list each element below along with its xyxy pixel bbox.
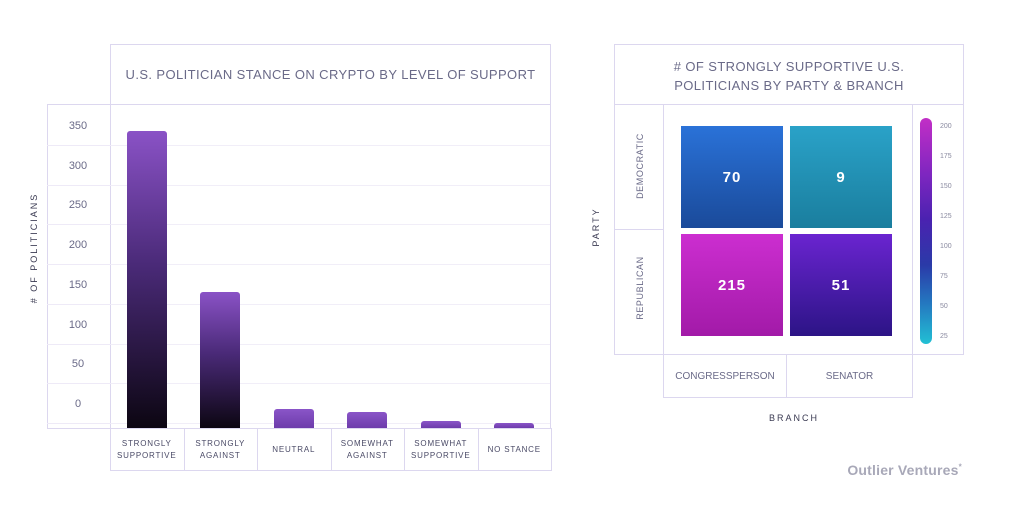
y-tick-mark — [47, 343, 111, 345]
colorbar-tick-label: 50 — [940, 303, 948, 310]
y-tick-label: 50 — [71, 358, 85, 371]
y-tick-mark — [47, 303, 111, 305]
y-tick-mark — [47, 264, 111, 266]
column-label: SENATOR — [825, 370, 874, 382]
row-label: REPUBLICAN — [635, 256, 645, 320]
y-tick-label: 100 — [68, 318, 88, 331]
y-tick-mark — [47, 383, 111, 385]
x-category-cell — [477, 428, 552, 471]
bar — [347, 412, 388, 428]
colorbar-tick-label: 25 — [940, 333, 948, 340]
gridline — [111, 423, 550, 424]
heatmap-cell: 215 — [681, 234, 783, 336]
bar — [494, 422, 535, 428]
y-tick-label: 200 — [68, 239, 88, 252]
plot-area — [110, 104, 551, 429]
x-category-label: STRONGLY SUPPORTIVE — [117, 438, 177, 460]
x-category-label: SOMEWHAT AGAINST — [340, 438, 394, 460]
gridline — [111, 383, 550, 385]
gridline — [111, 303, 550, 305]
heatmap-cell: 9 — [790, 126, 892, 228]
colorbar-tick-label: 150 — [940, 183, 952, 190]
x-category-label: NEUTRAL — [272, 444, 316, 454]
bar — [126, 131, 167, 428]
gridline — [111, 224, 550, 226]
heatmap-cell: 70 — [681, 126, 783, 228]
y-tick-mark — [47, 423, 111, 424]
y-tick-label: 150 — [68, 278, 88, 291]
heatmap-cell: 51 — [790, 234, 892, 336]
outlier-ventures-logo: Outlier Ventures* — [847, 462, 962, 478]
heatmap-title: # OF STRONGLY SUPPORTIVE U.S. POLITICIAN… — [673, 58, 905, 93]
colorbar-tick-label: 200 — [940, 123, 952, 130]
y-tick-mark — [47, 145, 111, 146]
y-tick-label: 250 — [68, 199, 88, 212]
colorbar-tick-label: 175 — [940, 153, 952, 160]
y-tick-label: 350 — [68, 120, 88, 132]
column-label: CONGRESSPERSON — [675, 370, 775, 382]
y-tick-mark — [47, 184, 111, 186]
bar — [420, 421, 461, 428]
y-tick-mark — [47, 224, 111, 226]
gridline — [111, 343, 550, 345]
y-tick-label: 300 — [68, 159, 88, 172]
bar — [200, 291, 241, 428]
x-category-label: SOMEWHAT SUPPORTIVE — [411, 438, 471, 460]
row-divider — [614, 229, 664, 230]
x-category-label: NO STANCE — [487, 444, 541, 454]
branch-axis-title: BRANCH — [768, 413, 819, 423]
bar-chart-title: U.S. POLITICIAN STANCE ON CRYPTO BY LEVE… — [125, 67, 536, 82]
column-label-frame — [663, 354, 913, 398]
gridline — [111, 264, 550, 266]
colorbar-tick-label: 100 — [940, 243, 952, 250]
row-label: DEMOCRATIC — [635, 133, 645, 199]
colorbar — [920, 118, 932, 344]
party-axis-title: PARTY — [591, 207, 601, 247]
y-tick-label: 0 — [74, 398, 82, 410]
colorbar-tick-label: 125 — [940, 213, 952, 220]
gridline — [111, 145, 550, 146]
colorbar-tick-label: 75 — [940, 273, 948, 280]
bar — [273, 409, 314, 428]
y-axis-frame — [47, 104, 111, 429]
colorbar-frame — [912, 104, 964, 355]
column-divider — [786, 354, 787, 398]
logo-text: Outlier Ventures — [847, 462, 959, 478]
x-category-label: STRONGLY AGAINST — [195, 438, 246, 460]
logo-mark: * — [958, 462, 962, 472]
y-axis-title: # OF POLITICIANS — [29, 192, 39, 304]
gridline — [111, 184, 550, 186]
